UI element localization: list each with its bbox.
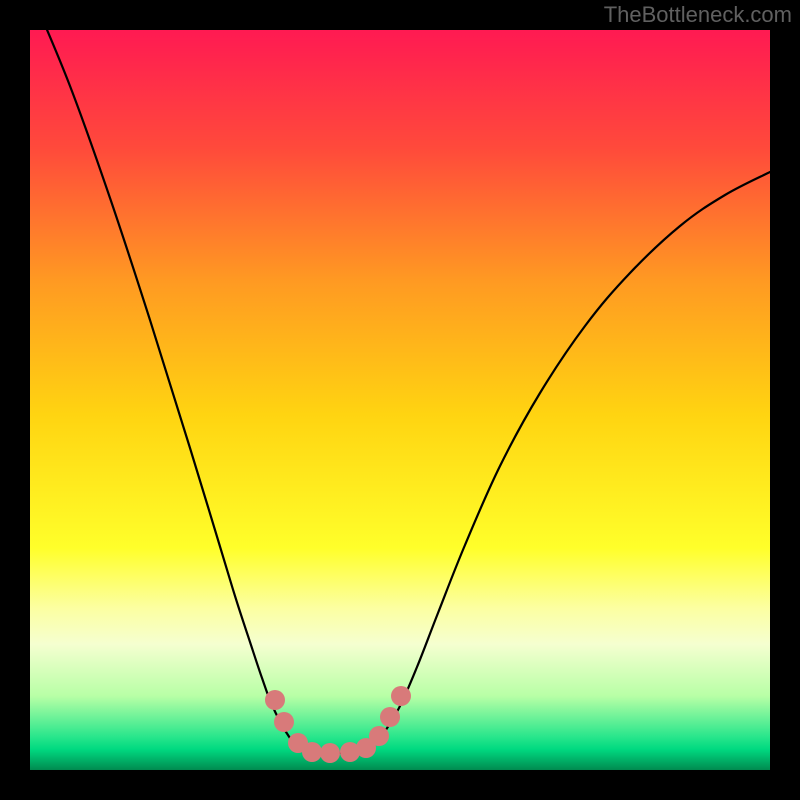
chart-plot-area <box>30 30 770 770</box>
optimal-zone-marker <box>302 742 322 762</box>
optimal-zone-marker <box>320 743 340 763</box>
optimal-zone-marker <box>265 690 285 710</box>
optimal-zone-marker <box>369 726 389 746</box>
optimal-zone-marker <box>391 686 411 706</box>
watermark-text: TheBottleneck.com <box>604 2 792 28</box>
bottleneck-curve-chart <box>30 30 770 770</box>
optimal-zone-marker <box>274 712 294 732</box>
optimal-zone-marker <box>380 707 400 727</box>
gradient-background <box>30 30 770 770</box>
